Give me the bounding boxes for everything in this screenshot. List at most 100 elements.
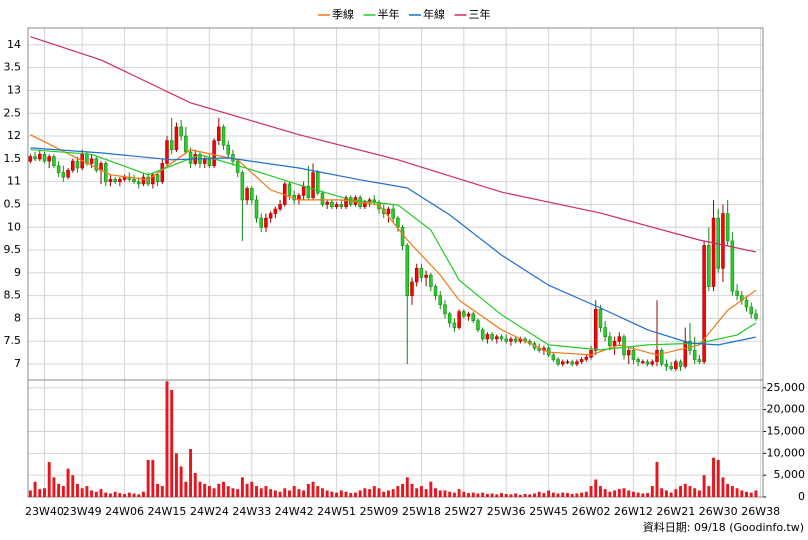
candle-body (325, 201, 329, 205)
volume-bar (655, 462, 659, 497)
candle-body (202, 158, 207, 164)
candle-body (499, 336, 504, 340)
x-tick-label: 24W24 (190, 505, 229, 518)
volume-bar (377, 488, 381, 497)
candle-body (254, 199, 259, 219)
volume-bar (622, 488, 626, 497)
y-tick-label: 7 (14, 357, 21, 370)
candle-body (122, 176, 127, 180)
candle-body (169, 140, 174, 151)
candle-body (641, 361, 645, 364)
volume-bar (217, 483, 221, 497)
candle-body (692, 350, 697, 360)
volume-bar (297, 489, 301, 497)
volume-bar (108, 493, 112, 497)
volume-bar (255, 486, 258, 497)
volume-bar (57, 483, 61, 497)
candle-body (688, 340, 692, 351)
volume-bar (518, 494, 522, 497)
candle-body (268, 213, 273, 219)
volume-bar (740, 490, 744, 497)
candle-body (278, 204, 282, 210)
x-tick-label: 25W45 (529, 505, 568, 518)
volume-bar (570, 493, 574, 497)
x-tick-label: 24W42 (275, 505, 314, 518)
volume-bar (170, 390, 174, 497)
volume-bar (123, 493, 127, 497)
volume-bar (636, 492, 640, 497)
x-tick-label: 24W06 (105, 505, 144, 518)
volume-bar (330, 491, 334, 497)
volume-bar (203, 483, 207, 497)
candle-body (631, 350, 636, 360)
volume-bar (683, 483, 687, 497)
candle-body (75, 160, 80, 169)
volume-bar (146, 459, 150, 497)
volume-bar (118, 493, 122, 497)
x-tick-label: 24W51 (317, 505, 356, 518)
volume-panel-frame (27, 379, 764, 498)
volume-bar (598, 486, 602, 497)
volume-bar (113, 491, 117, 497)
volume-bar (33, 481, 37, 497)
candle-body (589, 350, 593, 358)
candle-body (603, 327, 607, 337)
candle-body (443, 304, 447, 315)
volume-bar (500, 493, 503, 497)
volume-bar (207, 486, 211, 497)
volume-bar (160, 486, 164, 497)
candle-body (645, 361, 650, 365)
x-tick-label: 26W02 (572, 505, 611, 518)
volume-bar (90, 490, 94, 497)
x-tick-label: 24W33 (232, 505, 271, 518)
candle-body (240, 172, 245, 201)
volume-bar (99, 489, 103, 497)
volume-bar (38, 489, 42, 497)
candle-body (678, 361, 683, 367)
x-tick-label: 26W38 (741, 505, 780, 518)
candle-body (155, 174, 160, 182)
volume-bar (646, 493, 650, 497)
candle-body (330, 201, 334, 208)
candle-body (47, 156, 51, 162)
volume-bar (594, 479, 598, 497)
candle-body (725, 213, 730, 242)
candle-body (551, 354, 556, 360)
volume-bar (212, 488, 216, 497)
y2-tick-label: 25,000 (767, 381, 806, 394)
volume-bar (47, 462, 51, 497)
candle-body (226, 144, 231, 155)
candle-body (636, 359, 640, 363)
volume-bar (575, 493, 579, 497)
volume-bar (669, 492, 673, 497)
volume-bar (504, 493, 508, 497)
candle-body (466, 313, 471, 317)
volume-bar (674, 489, 678, 497)
y-tick-label: 10 (7, 220, 21, 233)
candle-body (462, 311, 466, 317)
candle-body (410, 281, 414, 296)
volume-bar (514, 493, 518, 497)
volume-bar (429, 481, 433, 497)
candle-body (151, 174, 155, 185)
candle-body (509, 338, 513, 342)
volume-bar (358, 490, 362, 497)
volume-bar (382, 491, 386, 497)
candle-body (141, 176, 146, 185)
volume-bar (66, 468, 70, 497)
candle-body (264, 217, 268, 228)
x-tick-label: 25W09 (360, 505, 399, 518)
candle-body (495, 336, 499, 340)
volume-bar (716, 459, 720, 497)
volume-bar (405, 477, 409, 497)
candle-body (221, 126, 226, 146)
volume-bar (127, 492, 131, 497)
volume-bar (316, 486, 320, 497)
candle-body (344, 197, 348, 208)
candle-body (396, 217, 400, 228)
candle-body (730, 240, 735, 292)
volume-bar (613, 490, 617, 497)
candle-body (320, 192, 325, 205)
candle-body (245, 188, 249, 201)
volume-bar (730, 486, 734, 497)
